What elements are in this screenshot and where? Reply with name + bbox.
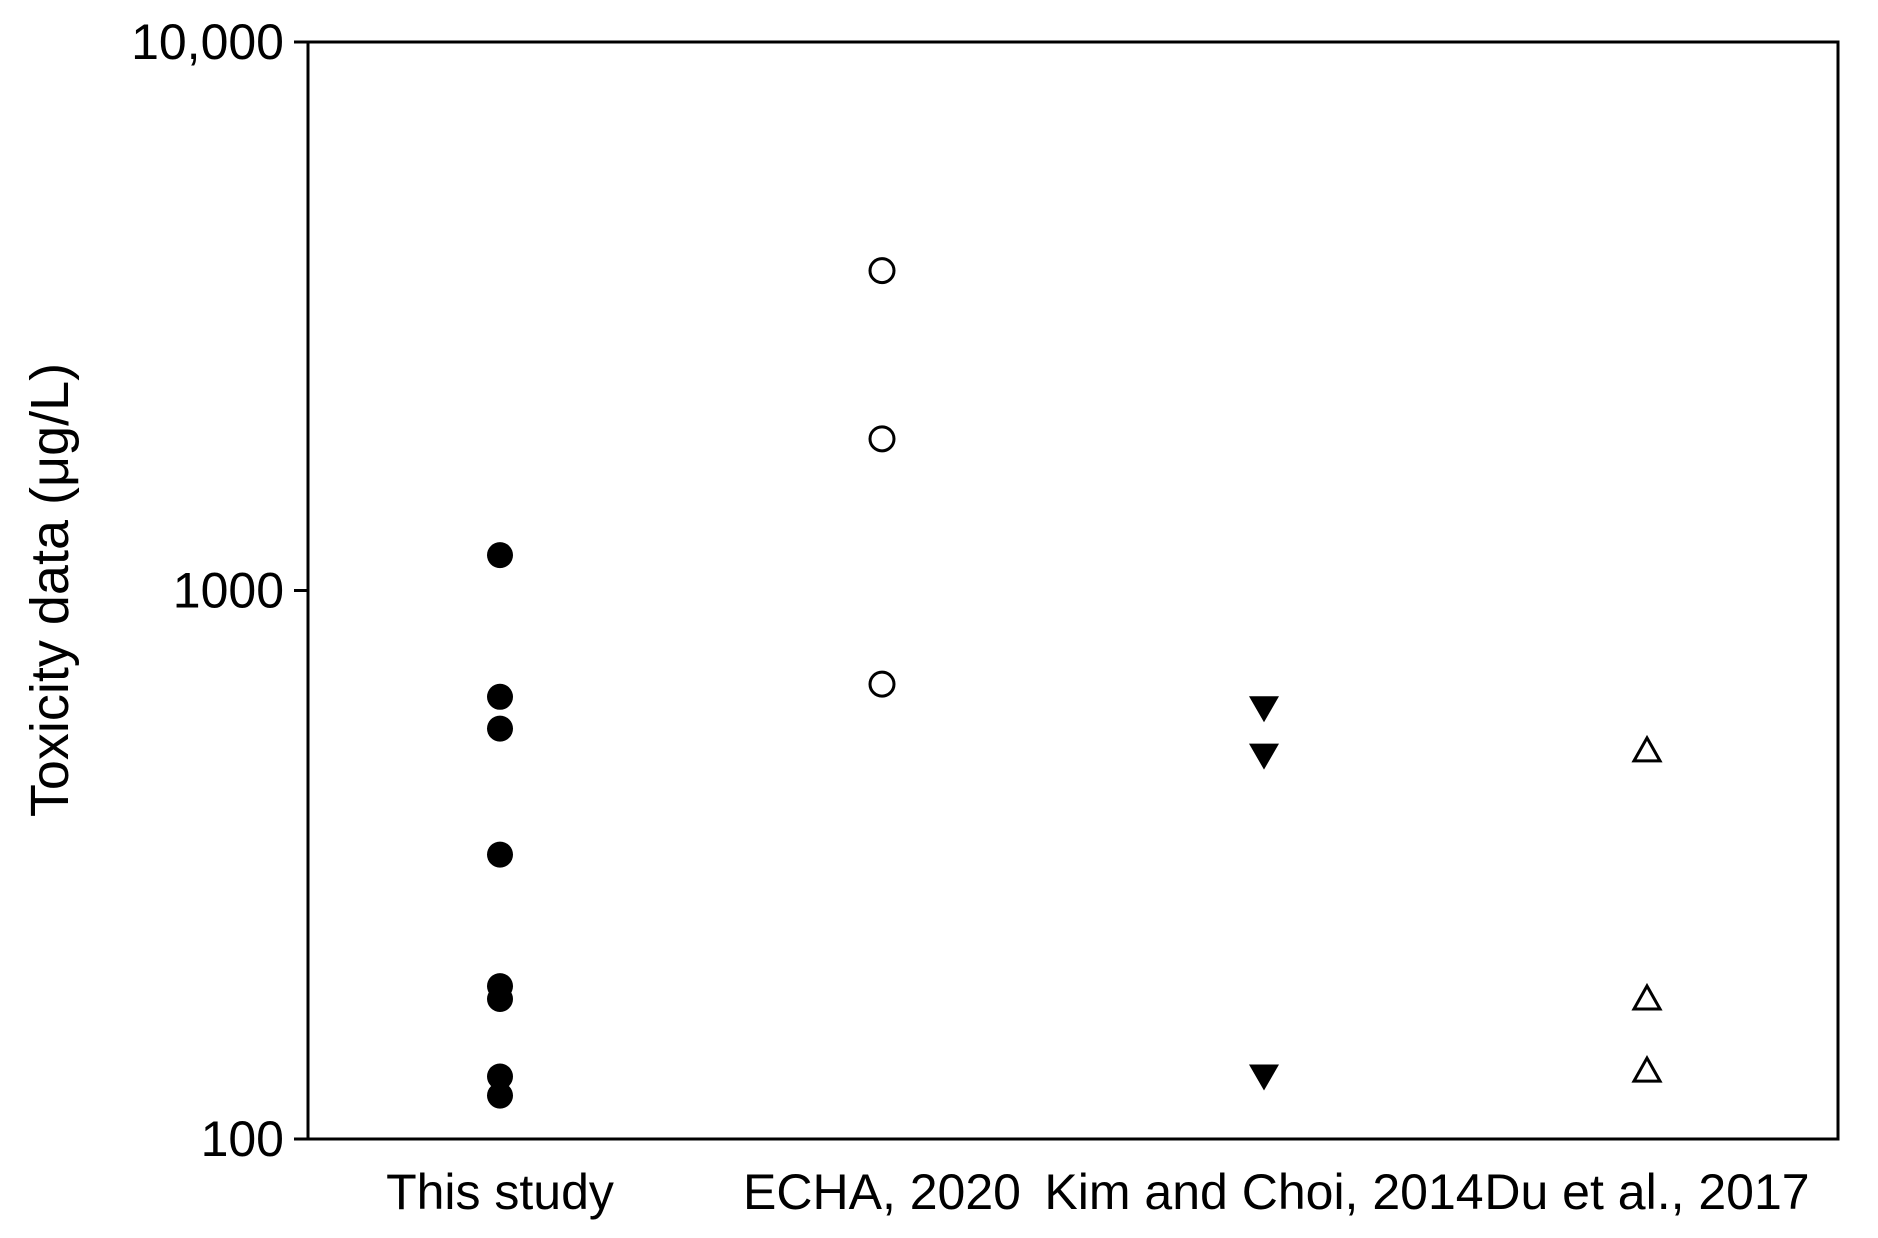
- y-tick-label: 10,000: [131, 14, 284, 70]
- data-point: [487, 1063, 513, 1090]
- data-point: [1249, 1064, 1279, 1091]
- data-point: [487, 683, 513, 710]
- plot-frame: [306, 40, 1840, 1141]
- data-points: [487, 257, 1663, 1109]
- data-point: [487, 841, 513, 868]
- x-category-label: ECHA, 2020: [743, 1164, 1021, 1220]
- y-axis-ticks: 100 1000 10,000: [131, 14, 308, 1167]
- data-point: [868, 425, 896, 453]
- data-point: [487, 715, 513, 742]
- data-point: [1631, 734, 1663, 763]
- data-point: [487, 1082, 513, 1109]
- data-point: [487, 985, 513, 1012]
- y-tick-label: 100: [201, 1111, 284, 1167]
- data-point: [1631, 982, 1663, 1011]
- y-axis-title: Toxicity data (μg/L): [20, 363, 80, 817]
- x-axis-labels: This study ECHA, 2020 Kim and Choi, 2014 Du…: [386, 1164, 1810, 1220]
- data-point: [868, 670, 896, 698]
- data-point: [1249, 696, 1279, 723]
- x-category-label: Du et al., 2017: [1484, 1164, 1809, 1220]
- data-point: [487, 542, 513, 569]
- data-point: [868, 257, 896, 285]
- data-point: [1249, 743, 1279, 770]
- x-category-label: This study: [386, 1164, 614, 1220]
- y-tick-label: 1000: [173, 563, 284, 619]
- data-point: [1631, 1055, 1663, 1083]
- x-category-label: Kim and Choi, 2014: [1044, 1164, 1483, 1220]
